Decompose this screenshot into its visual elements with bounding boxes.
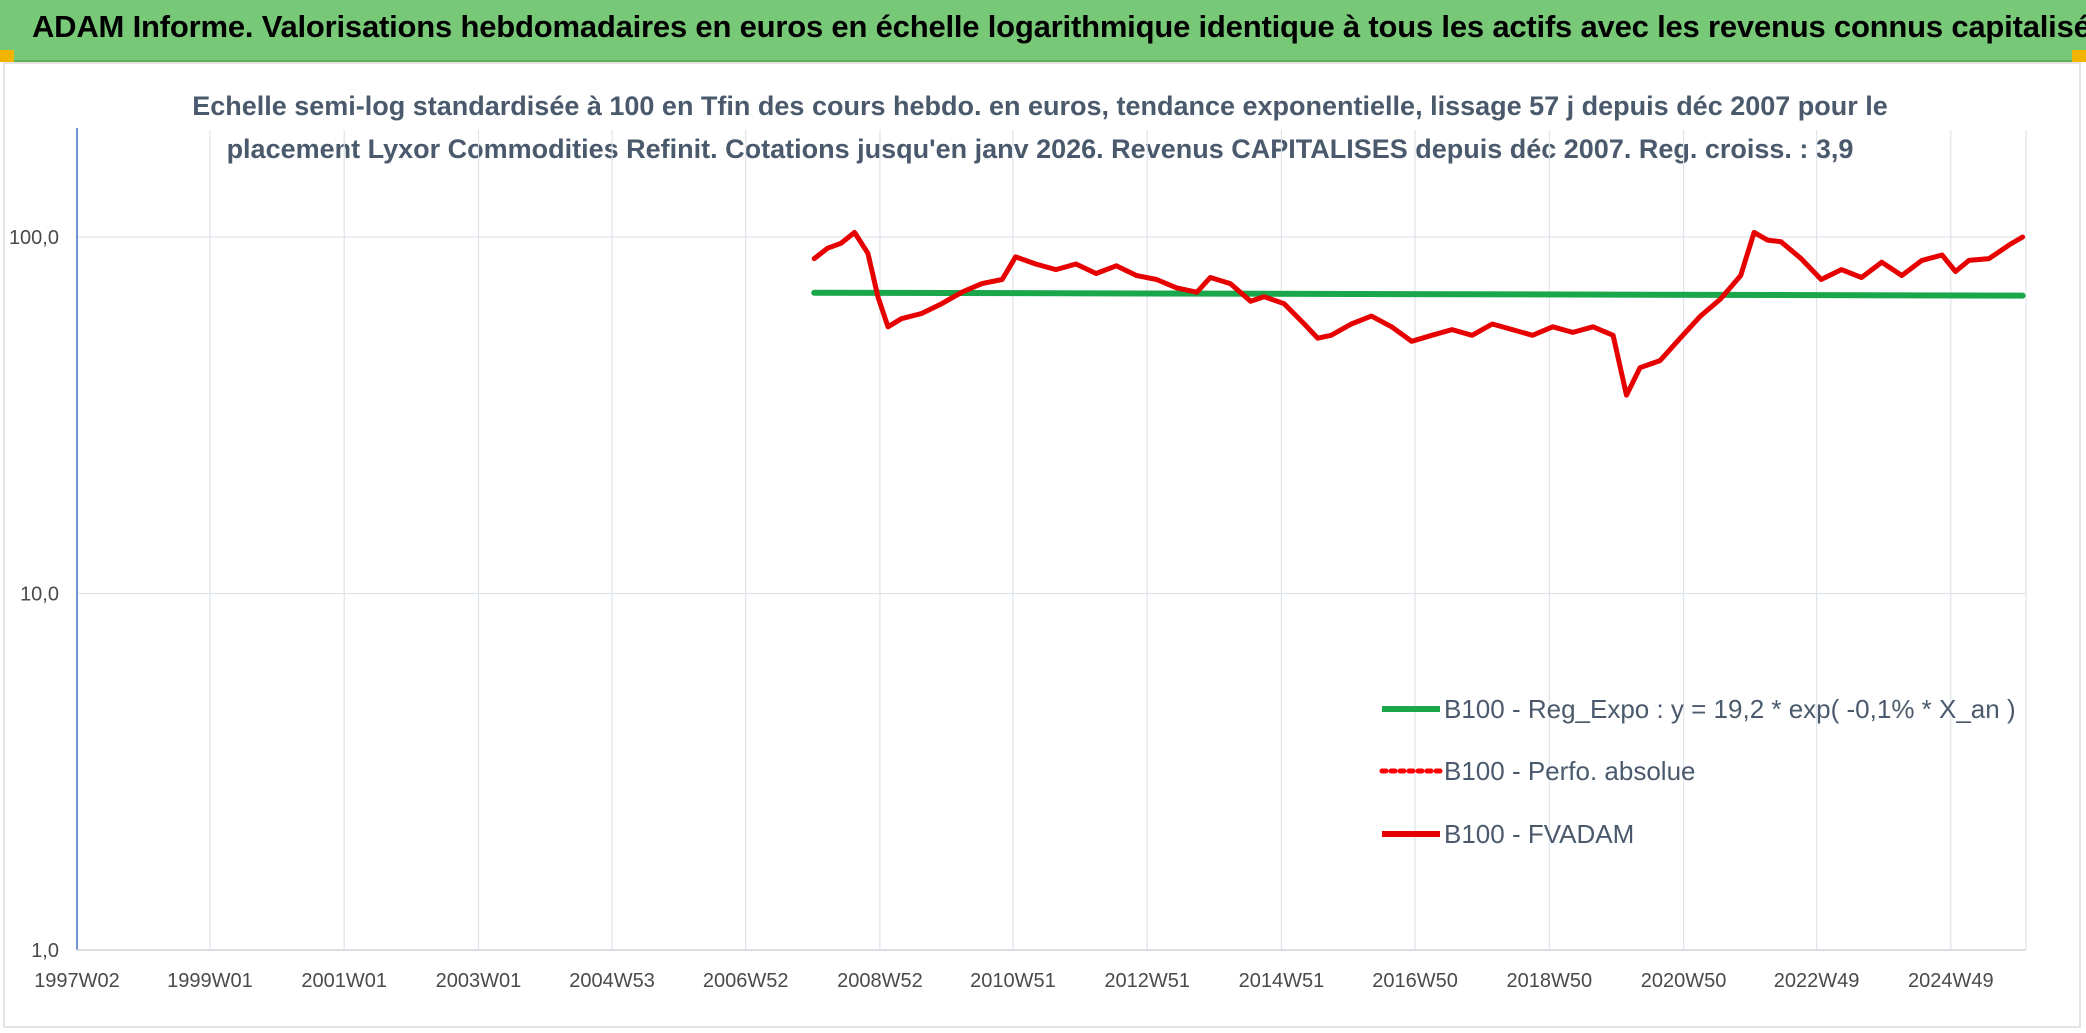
corner-marker-right (2072, 50, 2086, 62)
x-tick-label: 2004W53 (569, 970, 655, 992)
y-tick-label: 1,0 (31, 940, 59, 962)
x-tick-label: 2001W01 (301, 970, 387, 992)
y-tick-label: 100,0 (9, 227, 59, 249)
chart-subtitle-line-1: Echelle semi-log standardisée à 100 en T… (192, 91, 1888, 121)
corner-marker-left (0, 50, 14, 62)
x-tick-label: 2022W49 (1774, 970, 1860, 992)
series-line-2 (811, 229, 2026, 398)
x-tick-label: 2018W50 (1507, 970, 1593, 992)
x-tick-label: 1999W01 (167, 970, 253, 992)
axis-layer: 1997W02 1999W01 2001W01 2003W01 2004W53 2006W… (9, 128, 2026, 992)
header-bar: ADAM Informe. Valorisations hebdomadaire… (0, 0, 2086, 62)
x-tick-label: 2014W51 (1239, 970, 1325, 992)
series-line-0 (811, 289, 2026, 299)
legend-entry-label: B100 - Reg_Expo : y = 19,2 * exp( -0,1% … (1444, 694, 2016, 724)
x-tick-label: 2006W52 (703, 970, 789, 992)
x-tick-label: 2020W50 (1641, 970, 1727, 992)
x-tick-label: 2003W01 (436, 970, 522, 992)
legend: B100 - Reg_Expo : y = 19,2 * exp( -0,1% … (1379, 694, 2016, 849)
chart-frame (3, 62, 2081, 1028)
legend-entry-label: B100 - Perfo. absolue (1444, 756, 1696, 786)
x-tick-label: 2016W50 (1372, 970, 1458, 992)
x-tick-label: 2010W51 (970, 970, 1056, 992)
series-layer (811, 229, 2026, 398)
grid-layer (76, 130, 2027, 951)
page-title: ADAM Informe. Valorisations hebdomadaire… (32, 9, 2086, 44)
x-tick-label: 1997W02 (34, 970, 120, 992)
legend-entry-label: B100 - FVADAM (1444, 819, 1634, 849)
y-tick-label: 10,0 (20, 584, 59, 606)
x-tick-label: 2024W49 (1908, 970, 1994, 992)
chart-subtitle-line-2: placement Lyxor Commodities Refinit. Cot… (227, 134, 1854, 164)
x-tick-label: 2008W52 (837, 970, 923, 992)
x-tick-label: 2012W51 (1104, 970, 1190, 992)
